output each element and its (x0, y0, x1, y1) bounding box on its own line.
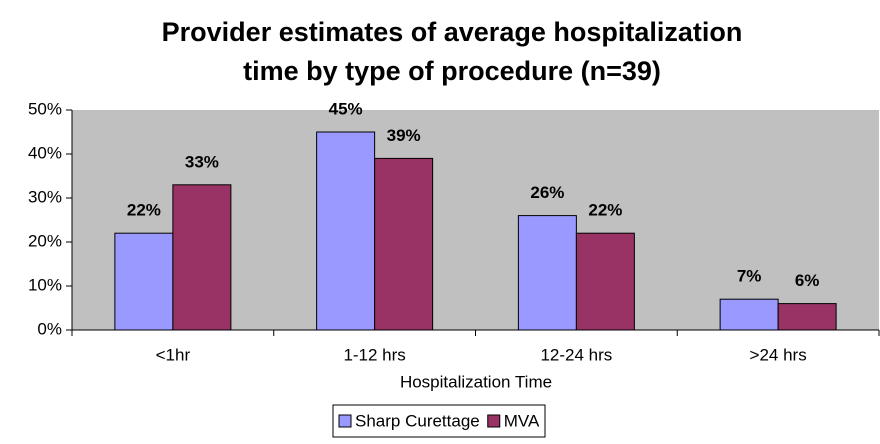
y-tick-label: 20% (28, 231, 62, 250)
chart-title: time by type of procedure (n=39) (243, 56, 661, 86)
bar (374, 157, 434, 331)
data-label: 22% (588, 201, 622, 220)
chart-title: Provider estimates of average hospitaliz… (162, 17, 743, 47)
y-tick-label: 10% (28, 275, 62, 294)
data-label: 39% (387, 126, 421, 145)
y-tick-label: 40% (28, 143, 62, 162)
bar (575, 232, 635, 331)
legend (332, 404, 546, 438)
data-label: 22% (127, 201, 161, 220)
bar (172, 184, 232, 331)
legend-swatch (487, 414, 501, 428)
x-tick-label: >24 hrs (750, 345, 807, 364)
bar (114, 232, 174, 331)
legend-swatch (338, 414, 352, 428)
data-label: 6% (795, 271, 820, 290)
x-tick-label: 12-24 hrs (540, 345, 612, 364)
bar (316, 131, 376, 331)
bar (777, 303, 837, 331)
data-label: 33% (185, 152, 219, 171)
x-axis-label: Hospitalization Time (400, 372, 552, 391)
bar (517, 215, 577, 331)
bar (719, 298, 779, 331)
legend-label: MVA (504, 411, 540, 430)
y-tick-label: 30% (28, 187, 62, 206)
legend-label: Sharp Curettage (355, 411, 480, 430)
y-tick-label: 0% (37, 319, 62, 338)
data-label: 26% (530, 183, 564, 202)
x-tick-label: <1hr (156, 345, 191, 364)
data-label: 45% (329, 99, 363, 118)
x-tick-label: 1-12 hrs (343, 345, 405, 364)
data-label: 7% (737, 267, 762, 286)
y-tick-label: 50% (28, 99, 62, 118)
